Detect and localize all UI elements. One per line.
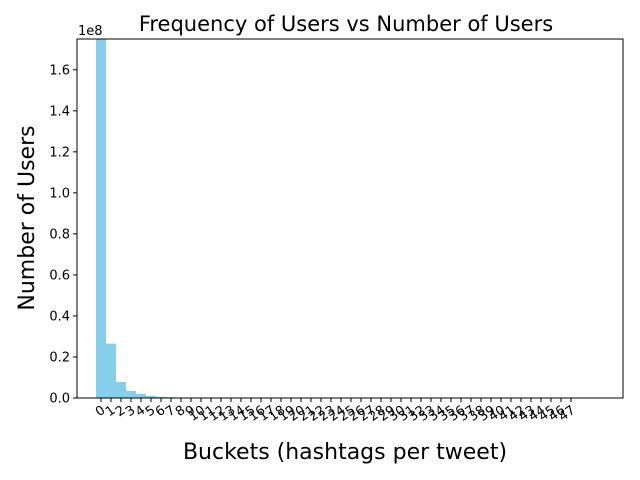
bar <box>136 393 146 398</box>
y-tick-label: 0.8 <box>49 227 70 242</box>
y-tick-label: 0.6 <box>49 268 70 283</box>
y-tick-label: 1.4 <box>49 104 70 119</box>
bar <box>96 39 106 398</box>
y-tick-label: 0.4 <box>49 309 70 324</box>
x-axis-ticks: 0123456789101112131415161718192021222324… <box>93 398 578 425</box>
bar <box>126 390 136 398</box>
chart-title: Frequency of Users vs Number of Users <box>139 12 553 36</box>
y-tick-label: 0.0 <box>49 392 70 407</box>
y-axis-label: Number of Users <box>15 125 40 310</box>
x-axis-label: Buckets (hashtags per tweet) <box>183 440 507 465</box>
y-tick-label: 1.6 <box>49 63 70 78</box>
bar <box>146 395 156 398</box>
bar <box>116 381 126 398</box>
bars <box>96 39 576 398</box>
bar <box>106 343 116 398</box>
bar <box>156 396 166 398</box>
y-axis-ticks: 0.0 0.2 0.4 0.6 0.8 1.0 1.2 1.4 1.6 <box>49 63 77 407</box>
plot-frame <box>76 38 624 399</box>
y-tick-label: 1.0 <box>49 186 70 201</box>
y-tick-label: 1.2 <box>49 145 70 160</box>
y-tick-label: 0.2 <box>49 350 70 365</box>
y-offset-label: 1e8 <box>78 24 103 39</box>
